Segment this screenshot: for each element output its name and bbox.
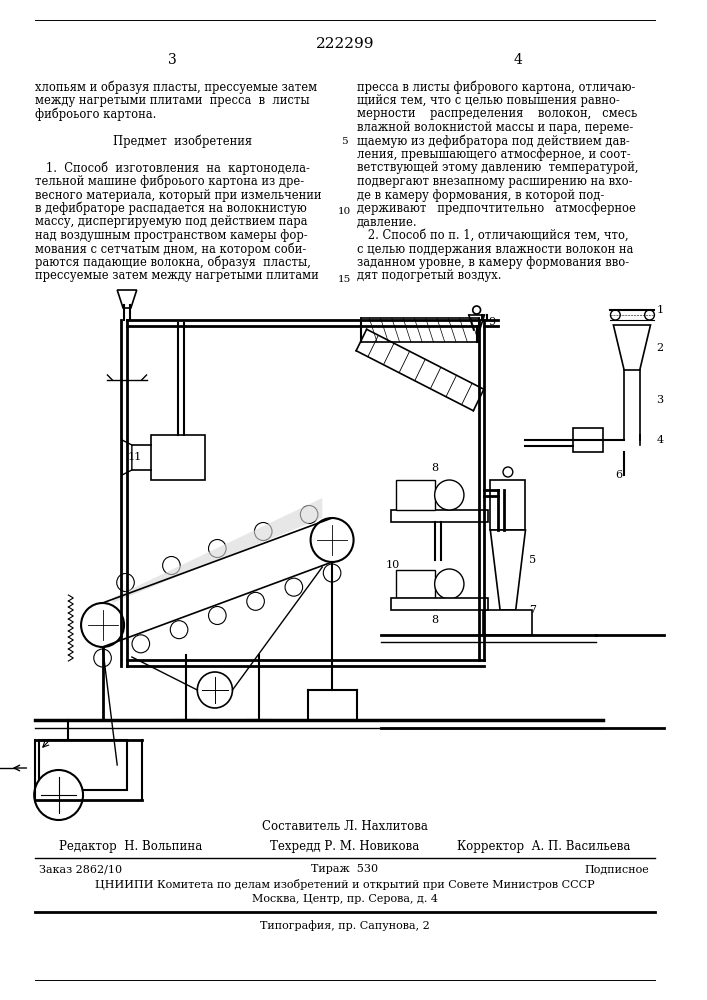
Circle shape (209, 606, 226, 624)
Text: 8: 8 (431, 615, 438, 625)
Text: Типография, пр. Сапунова, 2: Типография, пр. Сапунова, 2 (260, 920, 430, 931)
Text: подвергают внезапному расширению на вхо-: подвергают внезапному расширению на вхо- (356, 175, 632, 188)
Text: Предмет  изобретения: Предмет изобретения (113, 134, 252, 148)
Text: давление.: давление. (356, 216, 417, 229)
Text: массу, диспергируемую под действием пара: массу, диспергируемую под действием пара (35, 216, 308, 229)
Text: прессуемые затем между нагретыми плитами: прессуемые затем между нагретыми плитами (35, 269, 319, 282)
Bar (396, 480, 435, 510)
Text: 1: 1 (656, 305, 663, 315)
Circle shape (197, 672, 233, 708)
Text: Редактор  Н. Вольпина: Редактор Н. Вольпина (59, 840, 202, 853)
Text: 5: 5 (341, 137, 348, 146)
Circle shape (473, 306, 481, 314)
Text: тельной машине фиброього картона из дре-: тельной машине фиброього картона из дре- (35, 175, 304, 188)
Circle shape (209, 540, 226, 558)
Text: 10: 10 (338, 207, 351, 216)
Polygon shape (614, 325, 650, 370)
Text: 2: 2 (656, 343, 663, 353)
Text: Москва, Центр, пр. Серова, д. 4: Москва, Центр, пр. Серова, д. 4 (252, 894, 438, 904)
Bar (573, 428, 602, 452)
Polygon shape (122, 440, 132, 475)
Bar (396, 570, 435, 598)
Text: 3: 3 (168, 53, 176, 67)
Text: 3: 3 (656, 395, 663, 405)
Circle shape (610, 310, 620, 320)
Circle shape (117, 574, 134, 591)
Text: 8: 8 (431, 463, 438, 473)
Text: 5: 5 (530, 555, 537, 565)
Circle shape (132, 635, 150, 653)
Circle shape (163, 556, 180, 574)
Text: Тираж  530: Тираж 530 (311, 864, 378, 874)
Text: Техредд Р. М. Новикова: Техредд Р. М. Новикова (270, 840, 419, 853)
Bar (39, 740, 127, 790)
Circle shape (323, 564, 341, 582)
Circle shape (170, 621, 188, 639)
Text: 4: 4 (513, 53, 522, 67)
Text: 7: 7 (530, 605, 537, 615)
Circle shape (645, 310, 655, 320)
Text: весного материала, который при измельчении: весного материала, который при измельчен… (35, 188, 322, 202)
Polygon shape (112, 498, 322, 603)
Circle shape (94, 649, 111, 667)
Text: заданном уровне, в камеру формования вво-: заданном уровне, в камеру формования вво… (356, 256, 629, 269)
Circle shape (81, 603, 124, 647)
Text: пресса в листы фибрового картона, отличаю-: пресса в листы фибрового картона, отлича… (356, 80, 635, 94)
Text: 11: 11 (127, 452, 141, 462)
Circle shape (310, 518, 354, 562)
Circle shape (34, 770, 83, 820)
Text: 9: 9 (489, 317, 496, 327)
Circle shape (255, 522, 272, 540)
Text: 6: 6 (615, 470, 622, 480)
Circle shape (247, 592, 264, 610)
Text: Корректор  А. П. Васильева: Корректор А. П. Васильева (457, 840, 630, 853)
Text: в дефибраторе распадается на волокнистую: в дефибраторе распадается на волокнистую (35, 202, 307, 215)
Text: 222299: 222299 (315, 37, 374, 51)
Circle shape (300, 506, 318, 524)
Circle shape (503, 467, 513, 477)
Text: фиброього картона.: фиброього картона. (35, 107, 156, 121)
Bar (484, 610, 532, 635)
Text: 2. Способ по п. 1, отличающийся тем, что,: 2. Способ по п. 1, отличающийся тем, что… (356, 229, 628, 242)
Text: 1.  Способ  изготовления  на  картонодела-: 1. Способ изготовления на картонодела- (35, 161, 310, 175)
Text: ления, превышающего атмосферное, и соот-: ления, превышающего атмосферное, и соот- (356, 148, 630, 161)
Circle shape (435, 569, 464, 599)
Text: мования с сетчатым дном, на котором соби-: мования с сетчатым дном, на котором соби… (35, 242, 306, 256)
Bar (391, 510, 489, 522)
Circle shape (285, 578, 303, 596)
Bar (151, 435, 205, 480)
Text: ЦНИИПИ Комитета по делам изобретений и открытий при Совете Министров СССР: ЦНИИПИ Комитета по делам изобретений и о… (95, 879, 595, 890)
Polygon shape (117, 290, 136, 308)
Text: 4: 4 (656, 435, 663, 445)
Text: мерности    распределения    волокон,   смесь: мерности распределения волокон, смесь (356, 107, 637, 120)
Text: Заказ 2862/10: Заказ 2862/10 (39, 864, 122, 874)
Text: раются падающие волокна, образуя  пласты,: раются падающие волокна, образуя пласты, (35, 256, 311, 269)
Text: Составитель Л. Нахлитова: Составитель Л. Нахлитова (262, 820, 428, 833)
Text: держивают   предпочтительно   атмосферное: держивают предпочтительно атмосферное (356, 202, 636, 215)
Text: над воздушным пространством камеры фор-: над воздушным пространством камеры фор- (35, 229, 308, 242)
Text: ветствующей этому давлению  температурой,: ветствующей этому давлению температурой, (356, 161, 638, 174)
Text: дят подогретый воздух.: дят подогретый воздух. (356, 269, 501, 282)
Text: с целью поддержания влажности волокон на: с целью поддержания влажности волокон на (356, 242, 633, 255)
Bar (491, 480, 525, 530)
Text: де в камеру формования, в которой под-: де в камеру формования, в которой под- (356, 188, 604, 202)
Text: 15: 15 (338, 274, 351, 284)
Text: между нагретыми плитами  пресса  в  листы: между нагретыми плитами пресса в листы (35, 94, 310, 107)
Text: 10: 10 (386, 560, 400, 570)
Text: влажной волокнистой массы и пара, переме-: влажной волокнистой массы и пара, переме… (356, 121, 633, 134)
Text: хлопьям и образуя пласты, прессуемые затем: хлопьям и образуя пласты, прессуемые зат… (35, 80, 317, 94)
Text: щаемую из дефибратора под действием дав-: щаемую из дефибратора под действием дав- (356, 134, 629, 148)
Circle shape (435, 480, 464, 510)
Text: Подписное: Подписное (585, 864, 650, 874)
Bar (391, 598, 489, 610)
Text: щийся тем, что с целью повышения равно-: щийся тем, что с целью повышения равно- (356, 94, 619, 107)
Polygon shape (491, 530, 525, 610)
